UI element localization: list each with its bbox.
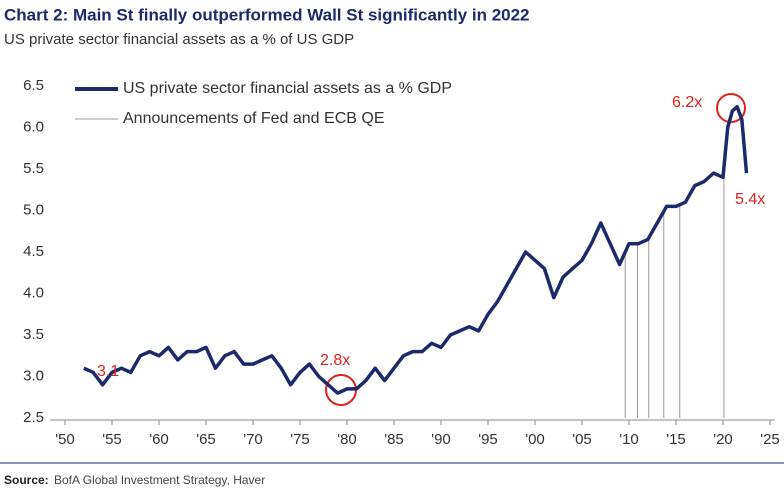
legend-label: US private sector financial assets as a … — [123, 80, 452, 97]
x-tick-label: '10 — [619, 431, 639, 448]
x-tick-label: '95 — [478, 431, 498, 448]
chart-title: Chart 2: Main St finally outperformed Wa… — [4, 5, 530, 24]
x-tick-label: '55 — [102, 431, 122, 448]
x-tick-label: '05 — [572, 431, 592, 448]
source: BofA Global Investment Strategy, Haver — [54, 473, 265, 487]
y-tick-label: 3.0 — [23, 367, 44, 384]
y-tick-label: 5.0 — [23, 201, 44, 218]
x-tick-label: '15 — [666, 431, 686, 448]
source-label: Source: — [4, 473, 49, 487]
y-tick-label: 2.5 — [23, 409, 44, 426]
series-line — [83, 105, 749, 395]
x-tick-label: '85 — [384, 431, 404, 448]
y-tick-label: 6.5 — [23, 77, 44, 94]
x-tick-label: '50 — [55, 431, 75, 448]
x-tick-label: '25 — [760, 431, 780, 448]
x-tick-label: '00 — [525, 431, 545, 448]
chart-subtitle: US private sector financial assets as a … — [4, 31, 354, 48]
annotation: 6.2x — [672, 94, 702, 111]
x-tick-label: '70 — [243, 431, 263, 448]
x-tick-label: '75 — [290, 431, 310, 448]
y-tick-label: 4.0 — [23, 284, 44, 301]
x-tick-label: '90 — [431, 431, 451, 448]
x-tick-label: '80 — [337, 431, 357, 448]
y-tick-label: 5.5 — [23, 160, 44, 177]
x-tick-label: '65 — [196, 431, 216, 448]
legend-label: Announcements of Fed and ECB QE — [123, 110, 384, 127]
y-tick-label: 6.0 — [23, 118, 44, 135]
annotation: 3.1 — [97, 363, 119, 380]
annotation: 5.4x — [735, 191, 765, 208]
x-tick-label: '20 — [713, 431, 733, 448]
annotation: 2.8x — [320, 352, 350, 369]
x-tick-label: '60 — [149, 431, 169, 448]
y-tick-label: 4.5 — [23, 243, 44, 260]
y-tick-label: 3.5 — [23, 326, 44, 343]
